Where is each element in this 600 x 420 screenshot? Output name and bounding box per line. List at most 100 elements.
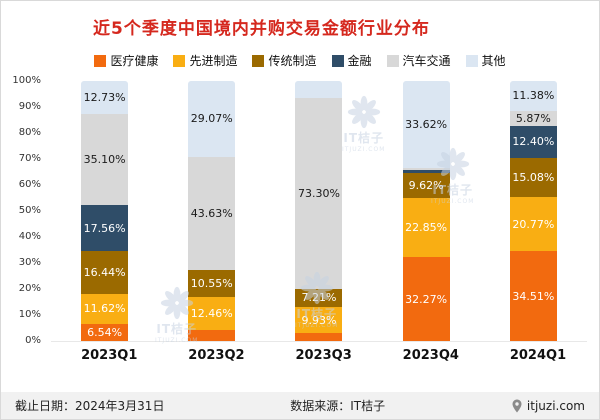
legend-swatch: [173, 54, 186, 67]
legend-item-医疗健康: 医疗健康: [94, 52, 158, 69]
segment-value-label: 10.55%: [190, 277, 233, 291]
segment-value-label: 35.10%: [83, 153, 126, 167]
legend-label: 金融: [347, 54, 372, 68]
segment-医疗健康: [295, 333, 343, 341]
segment-value-label: 43.63%: [190, 206, 233, 220]
bar-2024Q1: 34.51% 20.77% 15.08% 12.40% 5.87% 11.38%: [509, 81, 557, 341]
legend-item-其他: 其他: [465, 52, 506, 69]
segment-金融: 17.56%: [81, 205, 129, 252]
segment-先进制造: 20.77%: [509, 197, 557, 252]
legend: 医疗健康 先进制造 传统制造 金融 汽车交通 其他: [1, 52, 599, 69]
y-tick: 40%: [18, 231, 41, 242]
segment-value-label: 32.27%: [405, 292, 448, 306]
segment-value-label: 12.73%: [83, 91, 126, 105]
y-tick: 60%: [18, 179, 41, 190]
footer-bar: 截止日期：2024年3月31日 数据来源：IT桔子 itjuzi.com: [1, 392, 599, 419]
y-tick: 50%: [18, 205, 41, 216]
segment-value-label: 33.62%: [405, 118, 448, 132]
segment-value-label: 9.93%: [301, 313, 337, 327]
chart-title: 近5个季度中国境内并购交易金额行业分布: [93, 19, 430, 39]
legend-item-传统制造: 传统制造: [252, 52, 317, 69]
bar-2023Q4: 32.27% 22.85% 9.62% 33.62%: [402, 81, 450, 341]
y-tick: 90%: [18, 101, 41, 112]
bar-2023Q3: 9.93% 7.21% 73.30%: [295, 81, 343, 341]
segment-value-label: 22.85%: [405, 220, 448, 234]
segment-汽车交通: 35.10%: [81, 114, 129, 206]
y-tick: 0%: [25, 335, 41, 346]
legend-swatch: [252, 54, 265, 67]
segment-金融: 12.40%: [509, 125, 557, 159]
y-tick: 20%: [18, 283, 41, 294]
segment-汽车交通: [402, 168, 450, 171]
category-label: 2023Q4: [402, 348, 459, 363]
chart-area: 100% 90% 80% 70% 60% 50% 40% 30% 20% 10% 0% 6.54% 1…: [7, 75, 595, 376]
segment-汽车交通: 73.30%: [295, 97, 343, 289]
legend-swatch: [331, 54, 344, 67]
footer-date: 截止日期：2024年3月31日: [15, 399, 165, 413]
segment-value-label: 6.54%: [87, 326, 123, 339]
footer-site-label: itjuzi.com: [526, 398, 585, 413]
y-tick: 30%: [18, 257, 41, 268]
legend-item-金融: 金融: [331, 52, 372, 69]
y-tick: 80%: [18, 127, 41, 138]
segment-医疗健康: [188, 329, 236, 341]
segment-汽车交通: 5.87%: [509, 110, 557, 126]
y-tick: 100%: [12, 75, 41, 86]
legend-swatch: [386, 54, 399, 67]
legend-label: 汽车交通: [402, 54, 451, 68]
segment-传统制造: 15.08%: [509, 158, 557, 198]
segment-value-label: 73.30%: [297, 186, 340, 200]
segment-传统制造: 9.62%: [402, 172, 450, 198]
location-pin-icon: [512, 399, 522, 412]
segment-value-label: 20.77%: [512, 217, 555, 231]
segment-先进制造: 22.85%: [402, 197, 450, 258]
segment-传统制造: 10.55%: [188, 270, 236, 298]
segment-value-label: 17.56%: [83, 221, 126, 235]
segment-其他: 11.38%: [509, 81, 557, 111]
y-tick: 10%: [18, 309, 41, 320]
segment-金融: [402, 170, 450, 173]
segment-医疗健康: 34.51%: [509, 251, 557, 341]
footer-source: 数据来源：IT桔子: [290, 399, 386, 413]
segment-value-label: 11.38%: [512, 89, 555, 103]
segment-传统制造: 16.44%: [81, 251, 129, 294]
legend-item-汽车交通: 汽车交通: [386, 52, 451, 69]
segment-value-label: 12.46%: [190, 307, 233, 321]
category-label: 2023Q3: [295, 348, 352, 363]
legend-label: 其他: [481, 54, 506, 68]
segment-其他: [295, 81, 343, 98]
segment-先进制造: 11.62%: [81, 293, 129, 324]
category-label: 2024Q1: [509, 348, 567, 363]
segment-value-label: 11.62%: [83, 302, 126, 316]
segment-传统制造: 7.21%: [295, 288, 343, 308]
segment-先进制造: 9.93%: [295, 307, 343, 334]
segment-其他: 12.73%: [81, 81, 129, 115]
segment-其他: 29.07%: [188, 81, 236, 157]
legend-swatch: [94, 54, 107, 67]
bar-2023Q2: 12.46% 10.55% 43.63% 29.07%: [188, 81, 236, 341]
plot-area: 6.54% 11.62% 16.44% 17.56% 35.10% 12.73% 12.46…: [51, 81, 587, 342]
segment-value-label: 29.07%: [190, 112, 233, 126]
segment-value-label: 16.44%: [83, 265, 126, 279]
x-axis-labels: 2023Q1 2023Q2 2023Q3 2023Q4 2024Q1: [51, 348, 587, 363]
segment-医疗健康: 32.27%: [402, 257, 450, 341]
category-label: 2023Q1: [81, 348, 138, 363]
legend-label: 传统制造: [268, 54, 317, 68]
y-tick: 70%: [18, 153, 41, 164]
legend-item-先进制造: 先进制造: [173, 52, 237, 69]
legend-label: 先进制造: [189, 54, 238, 68]
segment-value-label: 15.08%: [512, 171, 555, 185]
segment-汽车交通: 43.63%: [188, 156, 236, 271]
segment-value-label: 9.62%: [408, 178, 444, 192]
segment-value-label: 34.51%: [512, 289, 555, 303]
segment-value-label: 7.21%: [301, 291, 337, 305]
legend-swatch: [465, 54, 478, 67]
segment-value-label: 12.40%: [512, 135, 555, 149]
category-label: 2023Q2: [188, 348, 245, 363]
bar-2023Q1: 6.54% 11.62% 16.44% 17.56% 35.10% 12.73%: [81, 81, 129, 341]
segment-医疗健康: 6.54%: [81, 324, 129, 341]
segment-其他: 33.62%: [402, 81, 450, 169]
y-axis: 100% 90% 80% 70% 60% 50% 40% 30% 20% 10% 0%: [7, 75, 43, 346]
segment-value-label: 5.87%: [515, 111, 551, 125]
